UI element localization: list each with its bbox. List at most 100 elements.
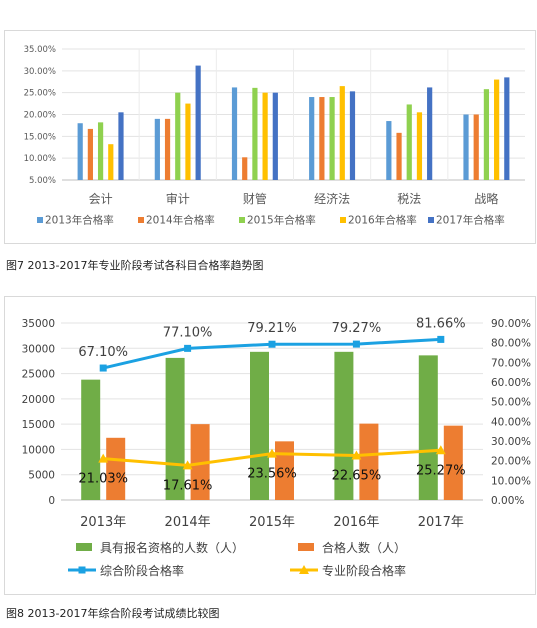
legend-swatch xyxy=(428,217,434,223)
legend-label: 2015年合格率 xyxy=(247,214,316,227)
bar-2013年合格率 xyxy=(154,118,160,180)
bar-2013年合格率 xyxy=(463,114,469,180)
marker-square xyxy=(184,344,192,352)
bar-2014年合格率 xyxy=(242,157,248,180)
y-tick-label: 35.00% xyxy=(24,45,56,55)
x-category-label: 2017年 xyxy=(418,515,464,530)
bar-2015年合格率 xyxy=(329,97,335,180)
right-y-tick-label: 10.00% xyxy=(491,475,531,487)
y-tick-label: 30.00% xyxy=(24,67,56,77)
right-y-tick-label: 0.00% xyxy=(491,495,524,507)
legend-label: 综合阶段合格率 xyxy=(100,563,184,578)
bar-具有报名资格的人数（人） xyxy=(334,351,354,500)
legend-label: 2016年合格率 xyxy=(348,214,417,227)
left-y-tick-label: 25000 xyxy=(22,369,55,381)
bar-2017年合格率 xyxy=(272,92,278,180)
bar-具有报名资格的人数（人） xyxy=(418,355,438,500)
x-category-label: 审计 xyxy=(166,191,190,206)
bar-具有报名资格的人数（人） xyxy=(81,379,101,500)
left-y-tick-label: 20000 xyxy=(22,394,55,406)
right-y-tick-label: 40.00% xyxy=(491,416,531,428)
data-label: 17.61% xyxy=(163,478,213,493)
x-category-label: 会计 xyxy=(89,192,113,206)
bar-2017年合格率 xyxy=(195,65,201,180)
bar-2013年合格率 xyxy=(386,121,392,180)
bar-2013年合格率 xyxy=(77,123,83,180)
right-y-tick-label: 90.00% xyxy=(491,318,531,330)
x-category-label: 税法 xyxy=(397,192,421,206)
y-tick-label: 10.00% xyxy=(24,154,56,164)
left-y-tick-label: 5000 xyxy=(28,470,55,482)
bar-2014年合格率 xyxy=(87,128,93,180)
bar-2014年合格率 xyxy=(164,118,171,180)
left-y-tick-label: 15000 xyxy=(22,419,55,431)
x-category-label: 财管 xyxy=(243,191,267,206)
left-y-tick-label: 10000 xyxy=(22,444,55,456)
bar-2015年合格率 xyxy=(252,87,258,180)
y-tick-label: 20.00% xyxy=(24,111,56,121)
x-category-label: 2013年 xyxy=(80,515,126,530)
bar-合格人数（人） xyxy=(275,441,294,500)
bar-2017年合格率 xyxy=(349,91,356,180)
data-label: 25.27% xyxy=(416,463,466,478)
x-category-label: 2015年 xyxy=(249,515,295,530)
bar-2017年合格率 xyxy=(118,112,124,180)
left-y-tick-label: 30000 xyxy=(22,343,55,355)
data-label: 23.56% xyxy=(247,467,297,482)
marker-triangle xyxy=(98,453,109,463)
data-label: 22.65% xyxy=(332,468,382,483)
bar-2016年合格率 xyxy=(185,103,191,180)
legend-swatch xyxy=(239,217,245,223)
legend-label: 2013年合格率 xyxy=(45,214,114,227)
y-tick-label: 5.00% xyxy=(29,176,56,186)
comprehensive-stage-chart: 0 5000 10000 15000 20000 25000 30000 35000 0.00%… xyxy=(4,296,536,595)
chart1-svg: 5.00% 10.00% 15.00% 20.00% 25.00% 30.00% 35.00… xyxy=(24,45,525,227)
data-label: 21.03% xyxy=(78,472,128,487)
right-y-tick-label: 30.00% xyxy=(491,436,531,448)
right-y-tick-label: 70.00% xyxy=(491,357,531,369)
bar-2015年合格率 xyxy=(97,122,104,180)
marker-triangle xyxy=(267,448,277,458)
right-y-tick-label: 50.00% xyxy=(491,397,531,409)
legend-swatch xyxy=(37,217,43,223)
left-y-tick-label: 35000 xyxy=(22,318,55,330)
legend-label: 2017年合格率 xyxy=(436,214,505,227)
marker-triangle xyxy=(182,460,193,470)
figure7-caption: 图7 2013-2017年专业阶段考试各科目合格率趋势图 xyxy=(6,259,264,272)
chart2-svg: 0 5000 10000 15000 20000 25000 30000 35000 0.00%… xyxy=(22,316,531,578)
bar-合格人数（人） xyxy=(443,425,463,500)
legend-marker xyxy=(78,566,86,574)
x-category-label: 战略 xyxy=(474,191,498,206)
bar-2016年合格率 xyxy=(416,112,423,180)
legend-marker xyxy=(299,565,309,574)
right-y-tick-label: 60.00% xyxy=(491,377,531,389)
marker-triangle xyxy=(351,450,362,460)
legend-label: 具有报名资格的人数（人） xyxy=(100,540,244,555)
x-category-label: 2016年 xyxy=(333,515,379,530)
legend-swatch xyxy=(298,543,314,551)
legend-swatch xyxy=(138,217,144,223)
bar-2016年合格率 xyxy=(108,144,114,180)
y-tick-label: 15.00% xyxy=(24,132,56,142)
bar-2015年合格率 xyxy=(483,89,490,180)
legend-label: 合格人数（人） xyxy=(322,540,406,555)
x-category-label: 经济法 xyxy=(314,191,350,206)
marker-square xyxy=(437,335,445,343)
bar-2015年合格率 xyxy=(406,104,412,180)
right-y-tick-label: 80.00% xyxy=(491,338,531,350)
legend-label: 专业阶段合格率 xyxy=(322,563,406,578)
bar-2013年合格率 xyxy=(309,97,315,180)
bar-合格人数（人） xyxy=(190,424,210,500)
bar-2016年合格率 xyxy=(339,86,345,180)
data-label: 79.21% xyxy=(247,321,297,336)
data-label: 79.27% xyxy=(332,321,382,336)
data-label: 67.10% xyxy=(78,345,128,360)
legend-label: 2014年合格率 xyxy=(146,214,215,227)
bar-2017年合格率 xyxy=(427,87,433,180)
bar-2017年合格率 xyxy=(504,77,510,180)
bar-2013年合格率 xyxy=(231,87,238,180)
data-label: 77.10% xyxy=(163,325,213,340)
legend-swatch xyxy=(76,543,92,551)
marker-square xyxy=(352,340,360,348)
bar-2016年合格率 xyxy=(262,92,268,180)
